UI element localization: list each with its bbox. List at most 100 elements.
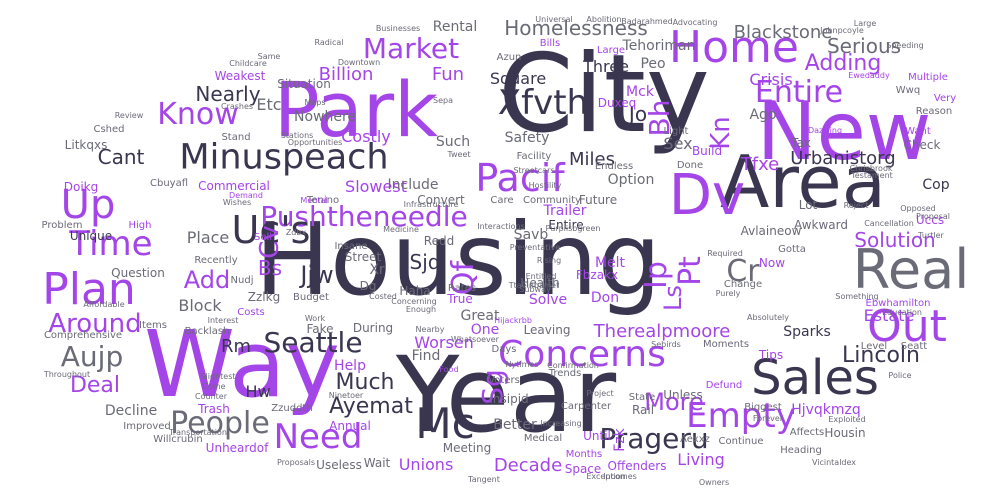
word-blackstone: Blackstone: [733, 22, 833, 43]
word-situation: Situation: [277, 77, 331, 91]
word-unless: Unless: [663, 388, 703, 402]
word-real: Real: [852, 238, 970, 301]
word-state: State: [628, 392, 656, 403]
word-trash: Trash: [198, 402, 230, 416]
word-tips: Tips: [758, 348, 784, 362]
word-commercial: Commercial: [198, 179, 270, 193]
word-better: Better: [493, 417, 537, 433]
word-rm: Rm: [220, 336, 252, 357]
word-dg: Dg: [359, 279, 377, 293]
word-bs: Bs: [257, 256, 283, 280]
word-uccs: Uccs: [915, 213, 945, 227]
word-community: Community: [523, 195, 581, 206]
word-bills: Bills: [539, 38, 561, 49]
word-market: Market: [362, 32, 460, 65]
word-pacif: Pacif: [475, 156, 565, 200]
word-new: New: [756, 85, 932, 178]
word-abolition: Abolition: [586, 15, 622, 24]
word-confirmation: Confirmation: [547, 361, 599, 370]
word-ebwhamilton: Ebwhamilton: [865, 298, 931, 309]
word-haha: Haha: [399, 284, 431, 298]
word-purplisbgreen: Purplisbgreen: [545, 224, 601, 233]
word-estate: Estate: [863, 306, 915, 325]
word-duxeq: Duxeq: [597, 96, 637, 110]
word-mc: Mc: [415, 399, 475, 448]
word-food: Food: [439, 365, 459, 374]
word-forever: Forever: [752, 414, 784, 423]
word-incomes: Incomes: [603, 472, 637, 481]
word-sex: Sex: [663, 134, 693, 153]
word-seattle: Seattle: [263, 326, 363, 359]
word-medical: Medical: [523, 433, 563, 444]
word-light: Light: [663, 126, 689, 137]
word-offenders: Offenders: [607, 459, 667, 473]
word-great: Great: [460, 308, 500, 324]
word-melt: Melt: [594, 255, 626, 271]
word-reason: Reason: [915, 106, 953, 117]
word-solve: Solve: [528, 292, 568, 308]
word-xr: Xr: [369, 262, 385, 278]
word-tweet: Tweet: [447, 150, 471, 159]
word-zdbx: Zdbx: [285, 228, 307, 237]
word-savb: Savb: [513, 227, 549, 243]
word-deal: Deal: [69, 373, 121, 398]
word-ucs: Uc's: [231, 208, 311, 252]
word-worsen: Worsen: [414, 333, 474, 352]
word-trailer: Trailer: [543, 203, 587, 219]
word-convert: Convert: [417, 193, 465, 207]
word-future: Future: [578, 193, 618, 207]
word-zzlkg: Zzlkg: [247, 290, 281, 304]
word-problem: Problem: [41, 220, 83, 231]
word-decade: Decade: [493, 455, 563, 476]
word-health: Health: [520, 276, 560, 290]
word-question: Question: [111, 266, 165, 280]
word-voters: Voters: [488, 375, 520, 386]
word-done: Done: [676, 160, 704, 171]
word-billion: Billion: [318, 64, 374, 85]
word-don: Don: [590, 290, 620, 306]
word-counter: Counter: [195, 392, 227, 401]
word-serious: Serious: [826, 34, 902, 58]
word-subway: Subway: [519, 285, 551, 294]
word-rental: Rental: [432, 19, 478, 35]
word-work: Work: [304, 314, 326, 323]
word-rail: Rail: [631, 403, 655, 417]
word-prageru: Prageru: [599, 422, 709, 455]
word-stand: Stand: [221, 132, 251, 143]
word-johnpcoyle: Johnpcoyle: [820, 26, 864, 35]
word-costed: Costed: [369, 292, 397, 301]
word-concerns: Concerns: [498, 334, 666, 375]
word-nearly: Nearly: [195, 82, 261, 106]
word-recently: Recently: [194, 255, 238, 266]
word-avlaineow: Avlaineow: [740, 224, 802, 238]
word-insane: Insane: [334, 241, 368, 252]
word-much: Much: [335, 370, 395, 395]
word-sebirds: Sebirds: [651, 340, 681, 349]
word-large: Large: [596, 45, 626, 56]
word-time: Time: [69, 224, 153, 264]
word-nudj: Nudj: [230, 275, 254, 286]
word-ewedaddy: Ewedaddy: [848, 71, 890, 80]
word-tax: Tax: [791, 136, 811, 150]
word-mck: Mck: [626, 84, 654, 100]
word-universal: Universal: [535, 15, 573, 24]
word-whatsoever: Whatsoever: [451, 335, 499, 344]
word-nowhere: Nowhere: [293, 109, 357, 125]
word-fbzakx: Fbzakx: [575, 268, 619, 282]
word-maps: Maps: [304, 98, 326, 107]
word-medicine: Medicine: [383, 225, 419, 234]
word-review: Review: [114, 111, 144, 120]
word-facility: Facility: [516, 151, 552, 162]
word-improved: Improved: [123, 421, 171, 432]
word-willcrubin: Willcrubin: [153, 434, 203, 445]
word-urbanistorg: Urbanistorg: [790, 148, 896, 169]
word-three: Three: [583, 57, 629, 76]
word-tenino: Tenino: [306, 195, 340, 206]
word-fun: Fun: [431, 64, 465, 85]
word-demand: Demand: [229, 191, 263, 200]
word-large-2: Large: [853, 19, 877, 28]
word-endless: Endless: [594, 161, 634, 172]
word-home: Home: [669, 22, 799, 73]
word-around: Around: [48, 309, 142, 339]
word-cbuyafl: Cbuyafl: [149, 178, 189, 189]
